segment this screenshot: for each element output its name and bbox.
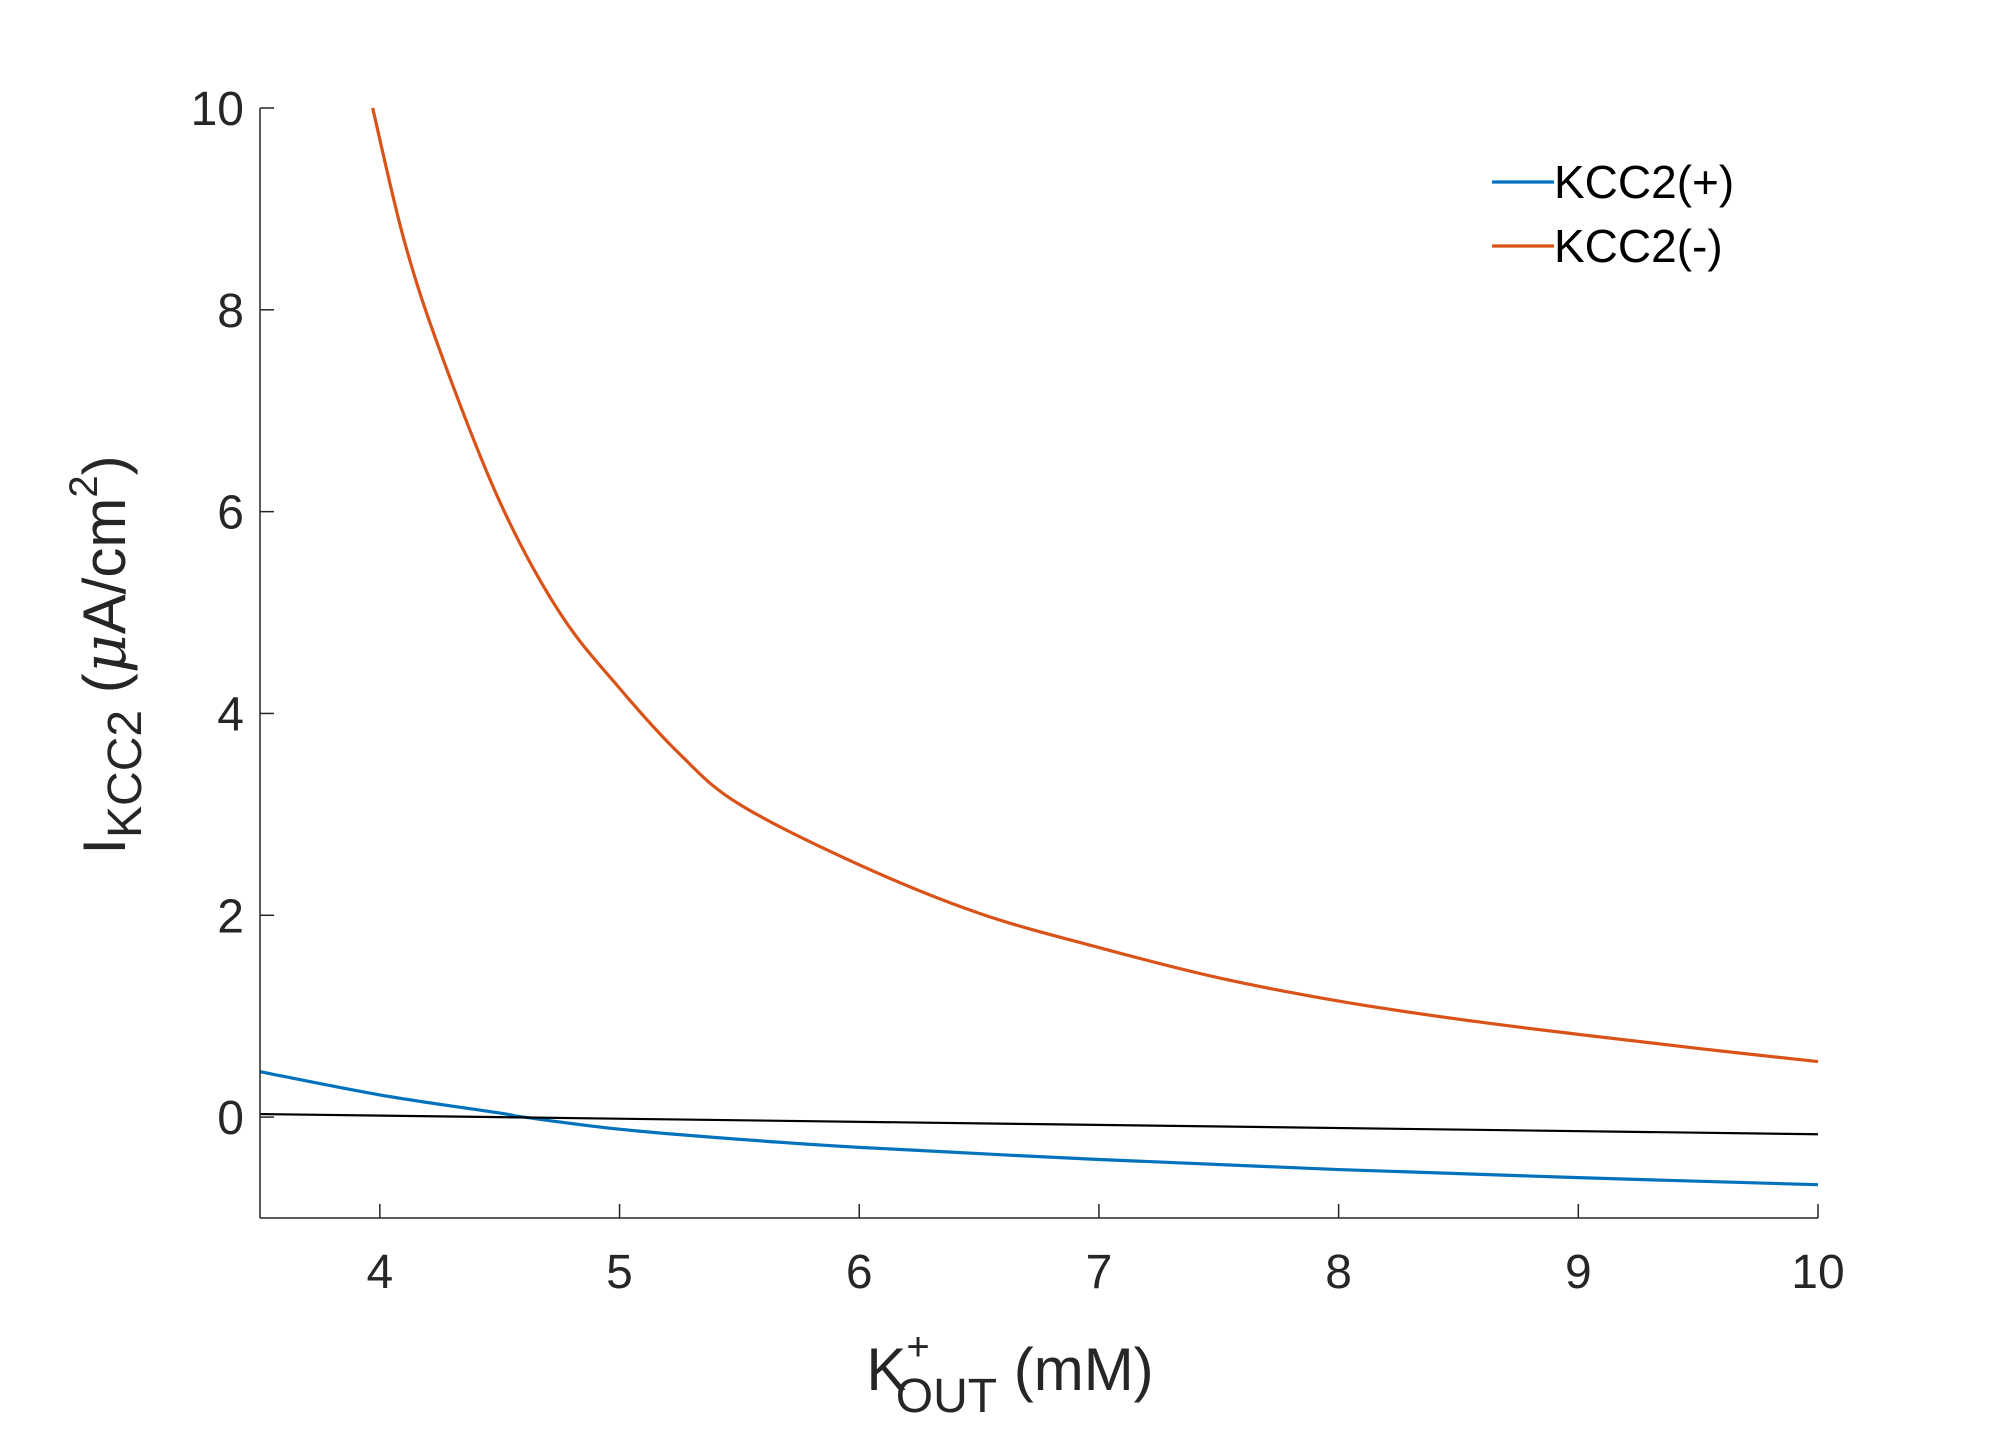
x-axis-label-unit: (mM) [997,1336,1154,1403]
x-axis-label-sub: OUT [896,1370,997,1423]
x-axis-label: K+ OUT (mM) [866,1325,1153,1423]
x-tick-label-1: 5 [606,1246,633,1299]
y-axis-label-unit-open: ( [71,673,138,710]
legend-label-1: KCC2(-) [1554,220,1723,272]
x-tick-label-4: 8 [1325,1246,1352,1299]
x-tick-label-6: 10 [1791,1246,1844,1299]
y-tick-label-4: 8 [217,285,244,338]
series-layer [259,107,1819,1187]
legend: KCC2(+) KCC2(-) [1492,156,1734,272]
x-axis-label-main: K [866,1336,906,1403]
y-axis-label-sub: KCC2 [99,710,152,838]
x-axis-label-sup: + [906,1325,929,1369]
y-axis-label-main: I [71,838,138,855]
x-tick-label-3: 7 [1086,1246,1113,1299]
y-tick-label-5: 10 [191,83,244,136]
y-axis-label: IKCC2 (μA/cm2) [62,455,152,854]
y-tick-label-0: 0 [217,1092,244,1145]
y-tick-label-2: 4 [217,688,244,741]
x-tick-label-5: 9 [1565,1246,1592,1299]
y-axis-label-unit-rest: A/cm [71,498,138,635]
y-axis-label-unit-mu: μ [70,634,140,673]
x-tick-label-2: 6 [846,1246,873,1299]
y-axis-label-unit-close: ) [71,455,138,475]
legend-label-0: KCC2(+) [1554,156,1734,208]
series-line-0 [259,1070,1819,1187]
y-axis-label-unit-sup: 2 [62,475,106,497]
x-ticks: 4 5 6 7 8 9 10 [366,1204,1845,1299]
series-line-1 [371,107,1819,1064]
y-tick-label-3: 6 [217,487,244,540]
y-tick-label-1: 2 [217,890,244,943]
axes [259,108,1818,1219]
y-ticks: 0 2 4 6 8 10 [191,83,274,1145]
x-tick-label-0: 4 [366,1246,393,1299]
series-line-2 [259,1112,1819,1136]
